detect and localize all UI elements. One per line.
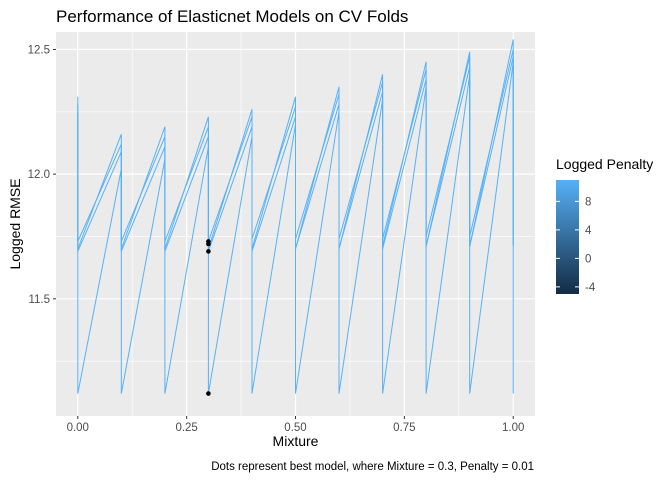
colorbar-tick-label: 8	[585, 196, 591, 208]
best-model-point	[206, 391, 211, 396]
best-model-points	[206, 239, 211, 396]
legend: Logged Penalty 8 4 0 -4	[556, 156, 653, 294]
colorbar-ticks: 8 4 0 -4	[556, 196, 596, 294]
colorbar-tick-label: 0	[585, 253, 591, 265]
y-tick-label: 12.5	[28, 44, 50, 56]
chart-title: Performance of Elasticnet Models on CV F…	[56, 7, 408, 26]
x-axis-label: Mixture	[273, 433, 319, 449]
y-axis-label: Logged RMSE	[7, 178, 23, 269]
best-model-point	[206, 249, 211, 254]
colorbar-tick-label: -4	[585, 282, 596, 294]
colorbar-tick-label: 4	[585, 225, 592, 237]
best-model-point	[206, 239, 211, 244]
x-tick-label: 0.50	[284, 422, 306, 434]
chart-caption: Dots represent best model, where Mixture…	[211, 461, 534, 473]
y-tick-label: 11.5	[28, 294, 50, 306]
y-axis-ticks: 11.5 12.0 12.5	[28, 44, 56, 306]
x-tick-label: 1.00	[502, 422, 524, 434]
y-tick-label: 12.0	[28, 169, 50, 181]
x-tick-label: 0.25	[175, 422, 197, 434]
x-tick-label: 0.75	[393, 422, 415, 434]
x-tick-label: 0.00	[67, 422, 89, 434]
series-line-4	[77, 61, 514, 394]
x-axis-ticks: 0.00 0.25 0.50 0.75 1.00	[67, 416, 524, 434]
legend-title: Logged Penalty	[556, 156, 653, 172]
series-lines	[77, 39, 514, 394]
colorbar	[556, 180, 579, 294]
